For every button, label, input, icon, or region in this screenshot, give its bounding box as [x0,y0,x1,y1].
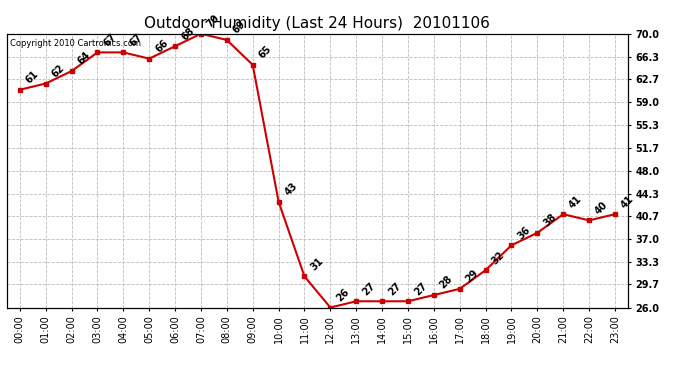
Text: 28: 28 [438,274,455,291]
Title: Outdoor Humidity (Last 24 Hours)  20101106: Outdoor Humidity (Last 24 Hours) 2010110… [144,16,491,31]
Text: 66: 66 [153,38,170,54]
Text: 27: 27 [386,280,403,297]
Text: 36: 36 [515,225,532,241]
Text: 41: 41 [567,194,584,210]
Text: 31: 31 [308,256,325,272]
Text: 70: 70 [205,13,221,30]
Text: 69: 69 [231,19,248,36]
Text: 61: 61 [24,69,41,86]
Text: Copyright 2010 Cartronics.com: Copyright 2010 Cartronics.com [10,39,141,48]
Text: 29: 29 [464,268,480,285]
Text: 40: 40 [593,200,610,216]
Text: 26: 26 [335,287,351,303]
Text: 41: 41 [619,194,635,210]
Text: 38: 38 [542,212,558,229]
Text: 65: 65 [257,44,273,61]
Text: 27: 27 [360,280,377,297]
Text: 43: 43 [283,181,299,198]
Text: 67: 67 [128,32,144,48]
Text: 68: 68 [179,26,196,42]
Text: 27: 27 [412,280,428,297]
Text: 62: 62 [50,63,66,80]
Text: 67: 67 [101,32,118,48]
Text: 64: 64 [76,50,92,67]
Text: 32: 32 [490,249,506,266]
